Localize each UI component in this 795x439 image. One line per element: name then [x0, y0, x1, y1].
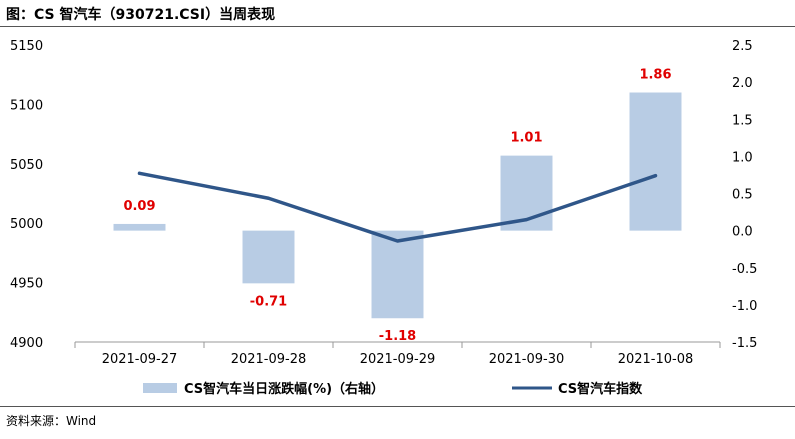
bar-data-label: 1.01	[510, 131, 542, 146]
right-axis-tick-label: 1.5	[732, 113, 753, 128]
bars-layer	[113, 92, 682, 319]
bar-daily-change	[629, 92, 682, 231]
axes-layer: 4900 4950 5000 5050 5100 5150 -1.5 -1.0 -0.5 0.0 0…	[10, 39, 757, 367]
chart-title: 图：CS 智汽车（930721.CSI）当周表现	[6, 7, 276, 23]
left-axis-tick-label: 4950	[10, 277, 43, 292]
index-line-point	[654, 174, 657, 178]
x-axis-tick-label: 2021-09-30	[489, 352, 565, 367]
bar-data-label: 1.86	[639, 68, 671, 83]
right-axis-tick-label: 2.5	[732, 39, 753, 54]
right-axis-tick-label: 1.0	[732, 150, 753, 165]
x-axis-tick-label: 2021-10-08	[618, 352, 694, 367]
bar-daily-change	[113, 223, 166, 231]
title-divider	[0, 26, 795, 27]
left-axis-tick-label: 5050	[10, 158, 43, 173]
right-axis-tick-label: 0.0	[732, 225, 753, 240]
legend-bar-label: CS智汽车当日涨跌幅(%)（右轴）	[184, 381, 384, 397]
index-line-point	[396, 239, 399, 243]
source-note: 资料来源：Wind	[6, 414, 97, 428]
bar-daily-change	[242, 230, 295, 284]
bar-data-label: 0.09	[123, 199, 155, 214]
left-axis-tick-label: 5000	[10, 217, 43, 232]
left-axis-tick-label: 5100	[10, 98, 43, 113]
right-axis-tick-label: -0.5	[732, 262, 757, 277]
bar-daily-change	[371, 230, 424, 319]
x-axis-tick-label: 2021-09-27	[102, 352, 178, 367]
legend-line-label: CS智汽车指数	[558, 381, 643, 397]
right-axis-tick-label: -1.5	[732, 336, 757, 351]
bar-data-label: -1.18	[379, 329, 416, 344]
left-axis-tick-label: 5150	[10, 39, 43, 54]
legend: CS智汽车当日涨跌幅(%)（右轴） CS智汽车指数	[143, 381, 643, 397]
x-axis-tick-label: 2021-09-29	[360, 352, 436, 367]
right-axis-tick-label: -1.0	[732, 299, 757, 314]
bar-data-label: -0.71	[250, 294, 287, 309]
index-line-point	[138, 171, 141, 175]
right-axis-tick-label: 2.0	[732, 76, 753, 91]
right-axis-tick-label: 0.5	[732, 188, 753, 203]
line-layer	[137, 171, 658, 243]
bar-labels-layer: 0.09 -0.71 -1.18 1.01 1.86	[123, 68, 671, 345]
left-axis-tick-label: 4900	[10, 336, 43, 351]
index-line-point	[267, 196, 270, 200]
source-divider	[0, 406, 795, 407]
x-axis-tick-label: 2021-09-28	[231, 352, 307, 367]
index-line-point	[525, 218, 528, 222]
legend-bar-swatch	[143, 383, 177, 393]
